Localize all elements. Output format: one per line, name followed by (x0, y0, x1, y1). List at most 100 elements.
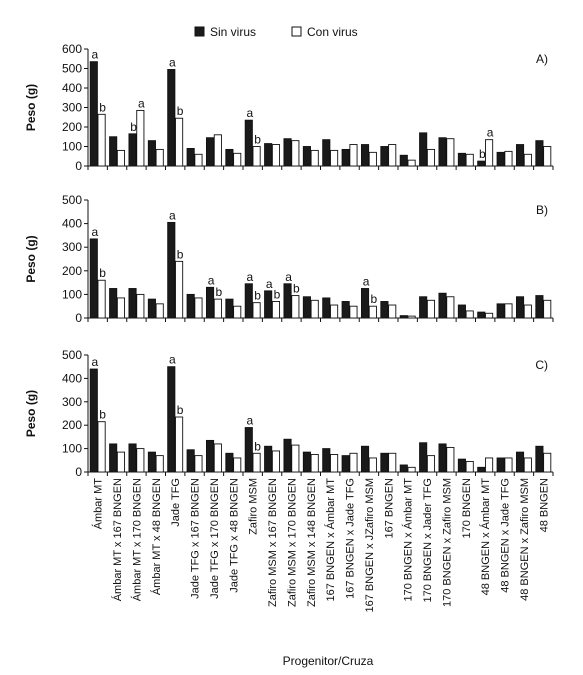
significance-letter: b (274, 287, 281, 301)
bar-con-virus (116, 297, 126, 319)
x-category-label: 167 BNGEN (383, 478, 395, 539)
bar-sin-virus (302, 451, 311, 473)
y-tick-label: 300 (62, 395, 82, 409)
bar-con-virus (252, 146, 261, 167)
bar-con-virus (252, 302, 261, 319)
x-category-label: Ámbar MT x 48 BNGEN (150, 478, 163, 595)
bar-sin-virus (380, 452, 389, 473)
bar-sin-virus (457, 152, 466, 167)
bar-sin-virus (419, 442, 428, 473)
bar-sin-virus (167, 221, 176, 319)
bar-sin-virus (380, 301, 389, 319)
bar-con-virus (465, 461, 474, 473)
bar-con-virus (523, 457, 532, 473)
x-category-label: Zafiro MSM x 148 BNGEN (306, 478, 318, 607)
x-category-label: Jade TFG x 48 BNGEN (228, 478, 240, 593)
bar-sin-virus (186, 293, 195, 319)
bar-con-virus (485, 457, 494, 473)
y-axis-title: Peso (g) (24, 235, 38, 282)
bar-con-virus (155, 455, 164, 473)
significance-letter: a (169, 353, 176, 367)
bar-con-virus (233, 152, 242, 167)
bar-sin-virus (322, 297, 331, 319)
bar-sin-virus (302, 146, 311, 167)
y-axis-title: Peso (g) (24, 390, 38, 437)
bar-sin-virus (109, 443, 118, 473)
x-category-label: Zafiro MSM x 167 BNGEN (267, 478, 279, 607)
bar-sin-virus (109, 288, 118, 319)
bar-con-virus (465, 153, 474, 167)
bar-sin-virus (147, 451, 156, 473)
bar-con-virus (310, 454, 319, 473)
bar-con-virus (97, 279, 106, 319)
bar-sin-virus (322, 139, 331, 167)
x-category-label: Jade TFG x 167 BNGEN (190, 478, 202, 599)
bar-sin-virus (341, 148, 350, 167)
bar-sin-virus (438, 137, 447, 167)
bar-con-virus (543, 299, 552, 319)
bar-con-virus (388, 144, 397, 167)
significance-letter: a (91, 48, 98, 62)
bar-con-virus (97, 421, 106, 473)
bar-con-virus (155, 148, 164, 167)
bar-con-virus (330, 149, 339, 167)
bar-con-virus (271, 144, 281, 167)
bar-sin-virus (225, 148, 234, 167)
bar-con-virus (136, 293, 145, 319)
significance-letter: a (285, 270, 292, 284)
significance-letter: b (293, 282, 300, 296)
significance-letter: b (254, 439, 261, 453)
bar-con-virus (543, 146, 552, 167)
x-category-label: 170 BNGEN x Zafiro MSM (441, 478, 453, 607)
bar-sin-virus (147, 298, 156, 319)
bar-sin-virus (477, 311, 486, 319)
bar-sin-virus (283, 438, 292, 473)
significance-letter: a (246, 414, 253, 428)
bar-con-virus (271, 301, 281, 319)
bar-con-virus (543, 452, 552, 473)
y-tick-label: 0 (75, 465, 82, 479)
bar-con-virus (116, 451, 126, 473)
bar-sin-virus (167, 69, 176, 167)
bar-sin-virus (399, 315, 408, 319)
y-tick-label: 200 (62, 120, 82, 134)
y-tick-label: 200 (62, 418, 82, 432)
significance-letter: b (99, 408, 106, 422)
bar-con-virus (194, 297, 203, 319)
bar-con-virus (426, 148, 436, 167)
bar-con-virus (388, 452, 397, 473)
significance-letter: a (169, 208, 176, 222)
bar-con-virus (349, 452, 358, 473)
bar-sin-virus (341, 301, 350, 319)
bar-sin-virus (496, 151, 505, 167)
y-tick-label: 100 (62, 287, 82, 301)
y-tick-label: 600 (62, 42, 82, 56)
y-tick-label: 400 (62, 371, 82, 385)
bar-sin-virus (457, 304, 466, 319)
bar-sin-virus (360, 288, 370, 319)
bar-con-virus (465, 310, 474, 319)
bar-sin-virus (147, 140, 156, 167)
x-category-label: 48 BNGEN x Zafiro MSM (519, 478, 531, 601)
bar-sin-virus (535, 140, 544, 167)
bar-sin-virus (264, 143, 273, 167)
bar-sin-virus (186, 449, 195, 473)
bar-sin-virus (128, 288, 137, 319)
significance-letter: b (479, 147, 486, 161)
panel-label: C) (535, 358, 548, 372)
significance-letter: a (91, 355, 98, 369)
bar-sin-virus (186, 147, 195, 167)
x-category-label: 48 BNGEN (538, 478, 550, 532)
y-tick-label: 200 (62, 264, 82, 278)
x-category-label: 170 BNGEN x Jader TFG (422, 478, 434, 603)
significance-letter: b (99, 100, 106, 114)
bar-sin-virus (477, 466, 486, 473)
bar-con-virus (504, 150, 513, 167)
y-tick-label: 500 (62, 348, 82, 362)
bar-sin-virus (380, 146, 389, 167)
significance-letter: a (169, 55, 176, 69)
bar-con-virus (446, 138, 455, 167)
bar-sin-virus (515, 296, 525, 319)
significance-letter: a (246, 106, 253, 120)
